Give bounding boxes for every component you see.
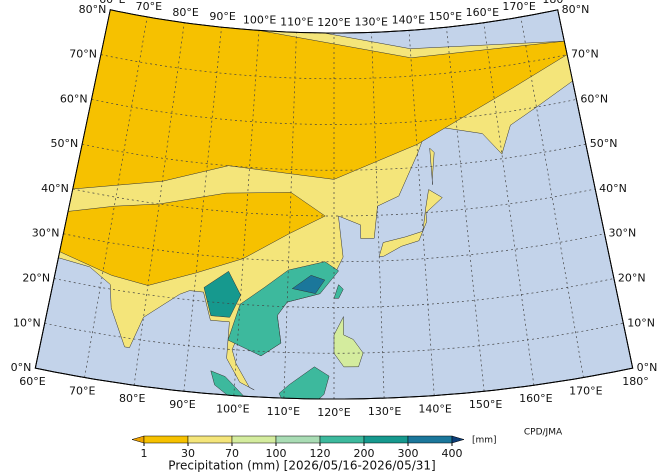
longitude-label: 90°E	[169, 398, 195, 411]
latitude-label: 80°N	[79, 3, 107, 16]
land	[35, 9, 591, 400]
longitude-label: 180°	[542, 0, 569, 6]
map-border	[34, 9, 634, 400]
latitude-label: 60°N	[580, 92, 608, 105]
longitude-label: 180°	[622, 375, 649, 388]
latitude-label: 30°N	[32, 227, 60, 240]
meridian	[283, 32, 297, 399]
colorbar-segment	[143, 435, 189, 444]
colorbar-segment	[275, 435, 321, 444]
colorbar-segment	[231, 435, 277, 444]
longitude-label: 60°E	[99, 0, 125, 6]
meridian	[520, 16, 584, 378]
latitude-label: 20°N	[618, 272, 646, 285]
colorbar-segment	[319, 435, 365, 444]
latitude-label: 50°N	[590, 137, 618, 150]
meridian	[183, 27, 222, 392]
parallel	[100, 54, 568, 80]
longitude-label: 160°E	[519, 392, 552, 405]
latitude-label: 10°N	[13, 316, 41, 329]
colorbar-unit: [mm]	[472, 436, 497, 446]
latitude-label: 40°N	[41, 182, 69, 195]
meridian	[233, 30, 260, 396]
colorbar-title: Precipitation (mm) [2026/05/16-2026/05/3…	[168, 459, 435, 473]
latitude-label: 50°N	[50, 137, 78, 150]
colorbar-tick-label: 400	[442, 447, 463, 460]
longitude-label: 130°E	[354, 15, 387, 28]
longitude-label: 150°E	[429, 10, 462, 23]
longitude-label: 140°E	[418, 403, 451, 416]
japan	[378, 189, 443, 257]
latitude-label: 20°N	[22, 272, 50, 285]
latitude-label: 70°N	[571, 48, 599, 61]
meridian	[371, 32, 385, 399]
meridian	[408, 30, 435, 396]
meridian	[133, 22, 185, 386]
meridian	[483, 22, 535, 386]
latitude-label: 40°N	[599, 182, 627, 195]
parallel	[44, 322, 624, 354]
colorbar-arrow	[131, 435, 145, 444]
colorbar-tick-label: 1	[141, 447, 148, 460]
parallel	[54, 278, 614, 308]
wet-region	[291, 275, 326, 294]
colorbar-tick-label: 100	[266, 447, 287, 460]
longitude-label: 130°E	[368, 405, 401, 418]
colorbar: 1 30 70 100 120 200 300 400	[131, 435, 465, 460]
colorbar-tick-label: 200	[354, 447, 375, 460]
colorbar-tick-label: 120	[310, 447, 331, 460]
sumatra	[210, 370, 254, 400]
credit: CPD/JMA	[524, 428, 563, 438]
parallel	[63, 233, 605, 263]
longitude-label: 170°E	[569, 384, 602, 397]
meridian	[446, 27, 485, 392]
longitude-label: 60°E	[19, 375, 45, 388]
meridian	[84, 16, 148, 378]
colorbar-segment	[363, 435, 409, 444]
longitude-label: 110°E	[280, 15, 313, 28]
longitude-label: 110°E	[267, 405, 300, 418]
colorbar-segment	[187, 435, 233, 444]
longitude-label: 120°E	[317, 406, 350, 419]
longitude-label: 170°E	[502, 0, 535, 13]
colorbar-tick-label: 30	[181, 447, 195, 460]
longitude-label: 150°E	[469, 398, 502, 411]
colorbar-tick-label: 70	[225, 447, 239, 460]
colorbar-arrow	[451, 435, 465, 444]
longitude-label: 160°E	[466, 6, 499, 19]
latitude-label: 70°N	[69, 48, 97, 61]
longitude-label: 80°E	[172, 6, 198, 19]
longitude-label: 70°E	[69, 384, 95, 397]
borneo	[278, 366, 330, 400]
taiwan	[333, 284, 344, 299]
longitude-label: 100°E	[216, 403, 249, 416]
colorbar-tick-label: 300	[398, 447, 419, 460]
latitude-label: 80°N	[562, 3, 590, 16]
longitude-label: 140°E	[392, 13, 425, 26]
parallel	[91, 99, 577, 125]
latitude-label: 60°N	[60, 92, 88, 105]
longitude-label: 120°E	[317, 16, 350, 29]
wet-region	[203, 270, 241, 318]
longitude-label: 90°E	[209, 10, 235, 23]
latitude-label: 10°N	[627, 316, 655, 329]
longitude-label: 70°E	[136, 0, 162, 13]
latitude-label: 0°N	[637, 361, 658, 374]
colorbar-segment	[407, 435, 453, 444]
longitude-label: 80°E	[119, 392, 145, 405]
longitude-label: 100°E	[243, 13, 276, 26]
latitude-label: 30°N	[609, 227, 637, 240]
latitude-label: 0°N	[11, 361, 32, 374]
graticule-labels: 60°E 60°E 70°E 70°E 80°E 80°E 90°E 90°E 100°E 100…	[11, 0, 658, 419]
